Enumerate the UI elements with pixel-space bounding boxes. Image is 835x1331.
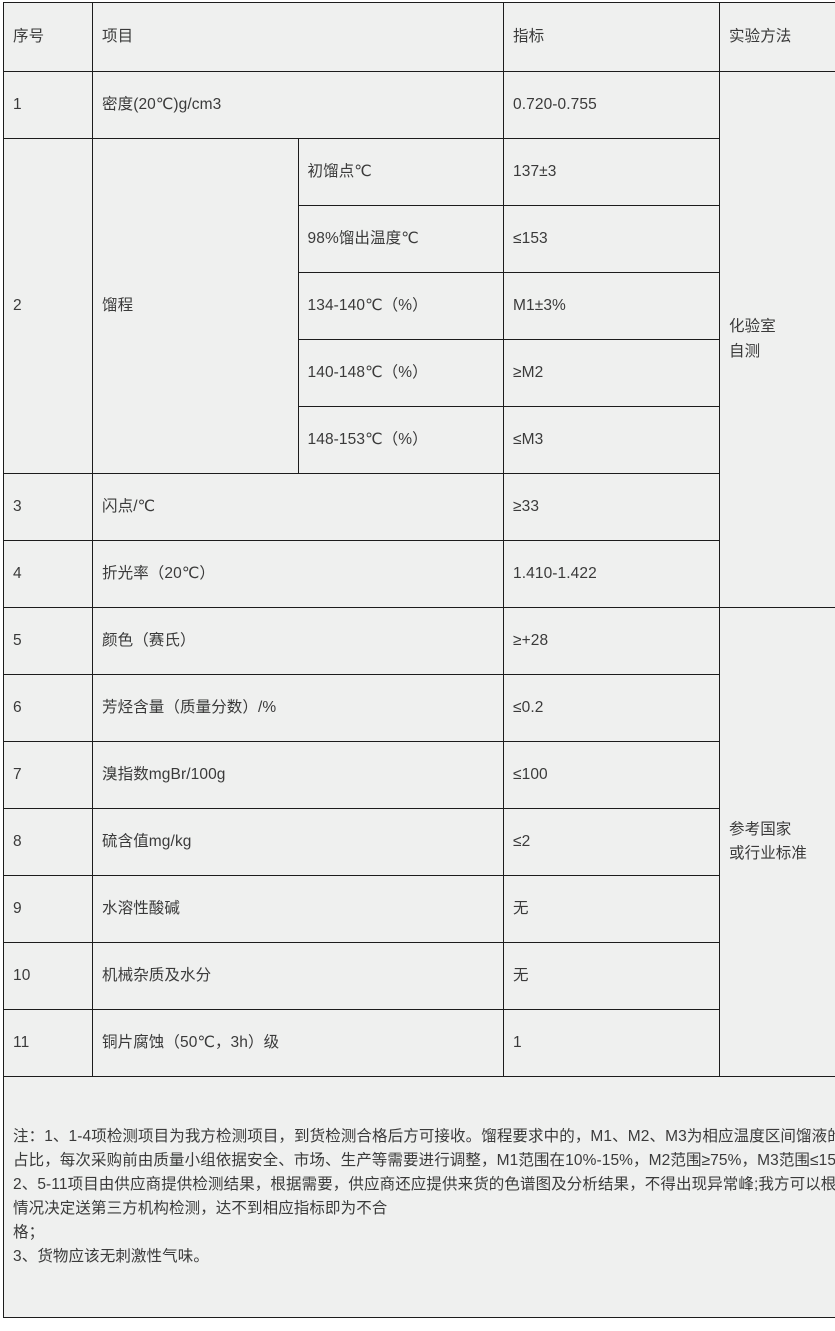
specification-table: 序号 项目 指标 实验方法 1 密度(20℃)g/cm3 0.720-0.755… xyxy=(3,2,835,1318)
cell-no: 11 xyxy=(3,1009,93,1077)
cell-spec: 137±3 xyxy=(503,138,720,206)
header-cell-item: 项目 xyxy=(92,2,504,72)
cell-no: 2 xyxy=(3,138,93,474)
table-row: 6 芳烃含量（质量分数）/% ≤0.2 xyxy=(3,674,835,742)
cell-spec: ≤2 xyxy=(503,808,720,876)
method-standard-line2: 或行业标准 xyxy=(729,845,808,862)
table-row: 98%馏出温度℃ ≤153 xyxy=(4,205,835,273)
table-row: 11 铜片腐蚀（50℃，3h）级 1 xyxy=(3,1009,835,1077)
table-row: 148-153℃（%） ≤M3 xyxy=(4,406,835,474)
cell-item: 芳烃含量（质量分数）/% xyxy=(92,674,504,742)
table-header-row: 序号 项目 指标 实验方法 xyxy=(3,2,835,72)
cell-item-sub: 148-153℃（%） xyxy=(297,406,504,474)
cell-no: 8 xyxy=(3,808,93,876)
note-paragraph-2: 2、5-11项目由供应商提供检测结果，根据需要，供应商还应提供来货的色谱图及分析… xyxy=(13,1175,835,1217)
cell-no: 4 xyxy=(3,540,93,608)
notes-cell: 注：1、1-4项检测项目为我方检测项目，到货检测合格后方可接收。馏程要求中的，M… xyxy=(3,1076,835,1318)
table-row: 3 闪点/℃ ≥33 xyxy=(3,473,835,541)
table-row: 4 折光率（20℃） 1.410-1.422 xyxy=(3,540,835,608)
cell-no: 6 xyxy=(3,674,93,742)
cell-item: 密度(20℃)g/cm3 xyxy=(92,71,504,139)
cell-item: 铜片腐蚀（50℃，3h）级 xyxy=(92,1009,504,1077)
cell-no: 10 xyxy=(3,942,93,1010)
cell-item-sub: 140-148℃（%） xyxy=(297,339,504,407)
cell-spec: ≤M3 xyxy=(503,406,720,474)
cell-spec: ≤0.2 xyxy=(503,674,720,742)
cell-method-standard: 参考国家 或行业标准 xyxy=(719,607,835,1077)
cell-item: 颜色（赛氏） xyxy=(92,607,504,675)
table-row: 8 硫含值mg/kg ≤2 xyxy=(3,808,835,876)
cell-spec: ≤100 xyxy=(503,741,720,809)
table-row: 140-148℃（%） ≥M2 xyxy=(4,339,835,407)
cell-item-sub: 98%馏出温度℃ xyxy=(297,205,504,273)
cell-item: 机械杂质及水分 xyxy=(92,942,504,1010)
header-cell-spec: 指标 xyxy=(503,2,720,72)
table-row: 2 馏程 初馏点℃ 137±3 xyxy=(3,138,835,474)
cell-item: 硫含值mg/kg xyxy=(92,808,504,876)
cell-spec: ≥M2 xyxy=(503,339,720,407)
cell-spec: 1 xyxy=(503,1009,720,1077)
table-row: 7 溴指数mgBr/100g ≤100 xyxy=(3,741,835,809)
note-paragraph-3: 格； xyxy=(13,1224,45,1242)
cell-spec: 无 xyxy=(503,875,720,943)
cell-spec: 1.410-1.422 xyxy=(503,540,720,608)
cell-item-group: 馏程 xyxy=(92,138,299,474)
table-row: 10 机械杂质及水分 无 xyxy=(3,942,835,1010)
cell-spec: ≥+28 xyxy=(503,607,720,675)
cell-no: 1 xyxy=(3,71,93,139)
cell-item: 水溶性酸碱 xyxy=(92,875,504,943)
cell-item-sub: 134-140℃（%） xyxy=(297,272,504,340)
table-row: 5 颜色（赛氏） ≥+28 参考国家 或行业标准 xyxy=(3,607,835,1077)
cell-method-lab: 化验室 自测 xyxy=(719,71,835,608)
cell-item: 溴指数mgBr/100g xyxy=(92,741,504,809)
cell-item-sub: 初馏点℃ xyxy=(297,138,504,206)
cell-no: 7 xyxy=(3,741,93,809)
cell-spec: 0.720-0.755 xyxy=(503,71,720,139)
cell-item: 闪点/℃ xyxy=(92,473,504,541)
cell-spec: ≥33 xyxy=(503,473,720,541)
header-cell-no: 序号 xyxy=(3,2,93,72)
method-lab-line2: 自测 xyxy=(729,342,761,360)
cell-item: 折光率（20℃） xyxy=(92,540,504,608)
method-lab-line1: 化验室 xyxy=(729,318,776,336)
cell-no: 5 xyxy=(3,607,93,675)
cell-spec: 无 xyxy=(503,942,720,1010)
table-row: 1 密度(20℃)g/cm3 0.720-0.755 化验室 自测 xyxy=(3,71,835,608)
cell-no: 9 xyxy=(3,875,93,943)
table-row: 9 水溶性酸碱 无 xyxy=(3,875,835,943)
cell-spec: ≤153 xyxy=(503,205,720,273)
method-standard-line1: 参考国家 xyxy=(729,820,792,838)
cell-spec: M1±3% xyxy=(503,272,720,340)
table-notes-row: 注：1、1-4项检测项目为我方检测项目，到货检测合格后方可接收。馏程要求中的，M… xyxy=(3,1076,835,1318)
note-paragraph-4: 3、货物应该无刺激性气味。 xyxy=(13,1248,209,1266)
cell-no: 3 xyxy=(3,473,93,541)
header-cell-method: 实验方法 xyxy=(719,2,835,72)
table-row: 134-140℃（%） M1±3% xyxy=(4,272,835,340)
note-paragraph-1: 注：1、1-4项检测项目为我方检测项目，到货检测合格后方可接收。馏程要求中的，M… xyxy=(13,1127,835,1169)
